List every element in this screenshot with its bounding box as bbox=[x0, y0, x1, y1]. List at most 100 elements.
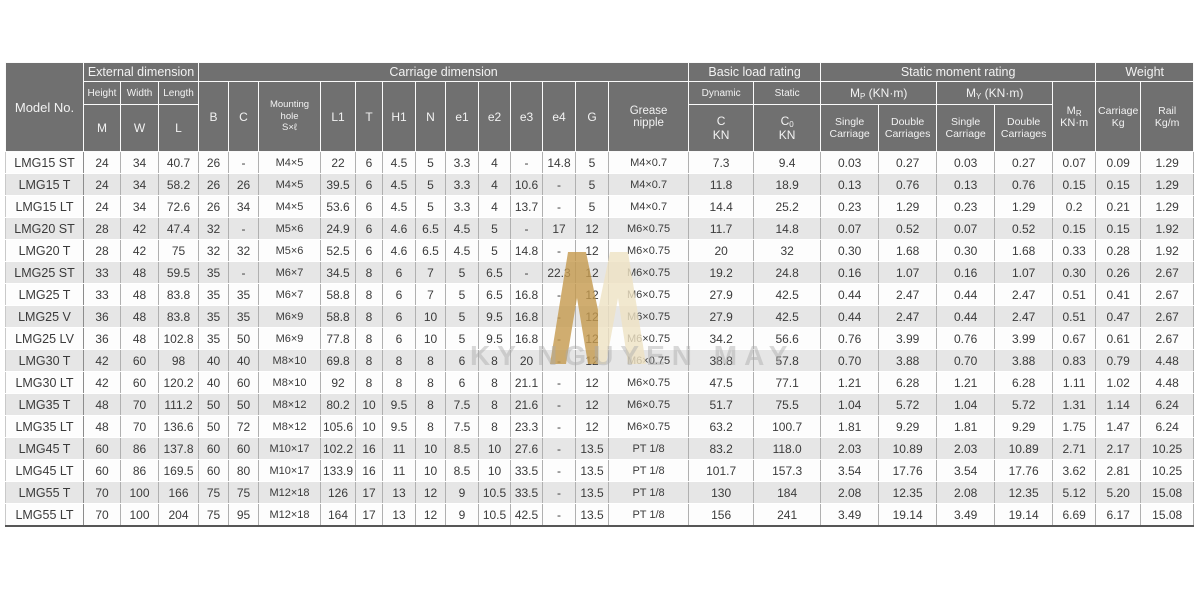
cell-e4: - bbox=[542, 283, 577, 306]
cell-model: LMG45 T bbox=[5, 437, 84, 460]
cell-e4: - bbox=[542, 371, 577, 394]
cell-e1: 5 bbox=[445, 261, 480, 284]
cell-W: 48 bbox=[120, 261, 159, 284]
cell-mounting_hole: M6×9 bbox=[258, 327, 322, 350]
cell-C_dynamic: 20 bbox=[688, 239, 755, 262]
cell-grease_nipple: M6×0.75 bbox=[608, 239, 690, 262]
cell-G: 13.5 bbox=[575, 503, 610, 527]
cell-rail_kg_m: 1.29 bbox=[1140, 173, 1195, 196]
cell-C0_static: 32 bbox=[753, 239, 822, 262]
cell-My_single: 0.23 bbox=[936, 195, 996, 218]
cell-C: - bbox=[228, 261, 260, 284]
cell-rail_kg_m: 10.25 bbox=[1140, 459, 1195, 482]
cell-M: 28 bbox=[83, 239, 121, 262]
cell-H1: 8 bbox=[382, 371, 417, 394]
header-model-no: Model No. bbox=[5, 62, 84, 152]
table-row: LMG15 LT 24 34 72.6 26 34 M4×5 53.6 6 4.5 5 3.3 4 13.… bbox=[5, 195, 1195, 218]
cell-C_dynamic: 27.9 bbox=[688, 283, 755, 306]
header-L1: L1 bbox=[320, 81, 357, 152]
mp-subscript: P bbox=[859, 92, 866, 101]
cell-M: 60 bbox=[83, 437, 121, 460]
cell-G: 12 bbox=[575, 305, 610, 328]
header-my-knm: MY (KN·m) bbox=[936, 81, 1054, 105]
cell-B: 60 bbox=[198, 459, 230, 482]
cell-L1: 24.9 bbox=[320, 217, 357, 240]
cell-rail_kg_m: 1.29 bbox=[1140, 151, 1195, 174]
table-row: LMG30 T 42 60 98 40 40 M8×10 69.8 8 8 8 6 8 20-12 M6×0… bbox=[5, 349, 1195, 372]
cell-C_dynamic: 11.7 bbox=[688, 217, 755, 240]
cell-My_double: 9.29 bbox=[994, 415, 1054, 438]
cell-Mp_double: 3.99 bbox=[878, 327, 938, 350]
cell-C: 60 bbox=[228, 437, 260, 460]
cell-L: 72.6 bbox=[158, 195, 200, 218]
cell-G: 12 bbox=[575, 239, 610, 262]
header-group-carriage-dimension: Carriage dimension bbox=[198, 62, 690, 82]
cell-carriage_kg: 0.61 bbox=[1095, 327, 1142, 350]
cell-L: 169.5 bbox=[158, 459, 200, 482]
cell-L1: 105.6 bbox=[320, 415, 357, 438]
cell-T: 8 bbox=[355, 349, 384, 372]
cell-My_single: 1.04 bbox=[936, 393, 996, 416]
cell-L1: 77.8 bbox=[320, 327, 357, 350]
cell-H1: 6 bbox=[382, 261, 417, 284]
cell-mounting_hole: M12×18 bbox=[258, 503, 322, 527]
cell-carriage_kg: 0.15 bbox=[1095, 217, 1142, 240]
mr-unit: KN·m bbox=[1060, 116, 1089, 129]
cell-G: 12 bbox=[575, 371, 610, 394]
cell-L: 47.4 bbox=[158, 217, 200, 240]
c-dyn-letter: C bbox=[716, 114, 726, 128]
cell-T: 6 bbox=[355, 173, 384, 196]
cell-N: 6.5 bbox=[415, 217, 447, 240]
cell-mounting_hole: M8×12 bbox=[258, 393, 322, 416]
cell-rail_kg_m: 1.29 bbox=[1140, 195, 1195, 218]
cell-L: 98 bbox=[158, 349, 200, 372]
cell-B: 35 bbox=[198, 327, 230, 350]
table-row: LMG15 ST 24 34 40.7 26- M4×5 22 6 4.5 5 3.3 4-14.8 5… bbox=[5, 151, 1195, 174]
cell-C: - bbox=[228, 151, 260, 174]
cell-My_double: 1.29 bbox=[994, 195, 1054, 218]
cell-N: 5 bbox=[415, 195, 447, 218]
cell-W: 70 bbox=[120, 393, 159, 416]
cell-C_dynamic: 14.4 bbox=[688, 195, 755, 218]
c0-letter: C bbox=[780, 114, 790, 128]
cell-e3: 23.3 bbox=[510, 415, 544, 438]
cell-T: 16 bbox=[355, 459, 384, 482]
cell-Mr: 5.12 bbox=[1052, 481, 1097, 504]
cell-Mp_single: 2.08 bbox=[820, 481, 880, 504]
header-width: Width bbox=[120, 81, 159, 105]
cell-L1: 102.2 bbox=[320, 437, 357, 460]
cell-e3: 33.5 bbox=[510, 459, 544, 482]
header-grease-nipple: Grease nipple bbox=[608, 81, 690, 152]
cell-C: - bbox=[228, 217, 260, 240]
header-group-row: Model No. External dimension Carriage di… bbox=[5, 62, 1195, 152]
mr-letter: M bbox=[1066, 104, 1076, 117]
header-H1: H1 bbox=[382, 81, 417, 152]
cell-C: 95 bbox=[228, 503, 260, 527]
cell-W: 86 bbox=[120, 437, 159, 460]
cell-model: LMG35 T bbox=[5, 393, 84, 416]
cell-e1: 7.5 bbox=[445, 393, 480, 416]
cell-W: 60 bbox=[120, 371, 159, 394]
cell-model: LMG30 T bbox=[5, 349, 84, 372]
cell-Mp_double: 0.76 bbox=[878, 173, 938, 196]
cell-C_dynamic: 11.8 bbox=[688, 173, 755, 196]
cell-C: 35 bbox=[228, 305, 260, 328]
header-mp-knm: MP (KN·m) bbox=[820, 81, 938, 105]
cell-e1: 3.3 bbox=[445, 173, 480, 196]
cell-H1: 9.5 bbox=[382, 393, 417, 416]
cell-e2: 9.5 bbox=[478, 327, 512, 350]
cell-B: 26 bbox=[198, 173, 230, 196]
cell-My_double: 0.76 bbox=[994, 173, 1054, 196]
cell-grease_nipple: M6×0.75 bbox=[608, 327, 690, 350]
cell-e3: 20 bbox=[510, 349, 544, 372]
cell-Mp_single: 0.44 bbox=[820, 283, 880, 306]
cell-Mp_single: 0.16 bbox=[820, 261, 880, 284]
cell-e2: 5 bbox=[478, 239, 512, 262]
c-dyn-unit: KN bbox=[712, 128, 730, 142]
cell-W: 70 bbox=[120, 415, 159, 438]
header-e2: e2 bbox=[478, 81, 512, 152]
cell-My_single: 2.03 bbox=[936, 437, 996, 460]
cell-My_double: 3.99 bbox=[994, 327, 1054, 350]
cell-grease_nipple: PT 1/8 bbox=[608, 459, 690, 482]
c0-unit: KN bbox=[778, 128, 796, 142]
